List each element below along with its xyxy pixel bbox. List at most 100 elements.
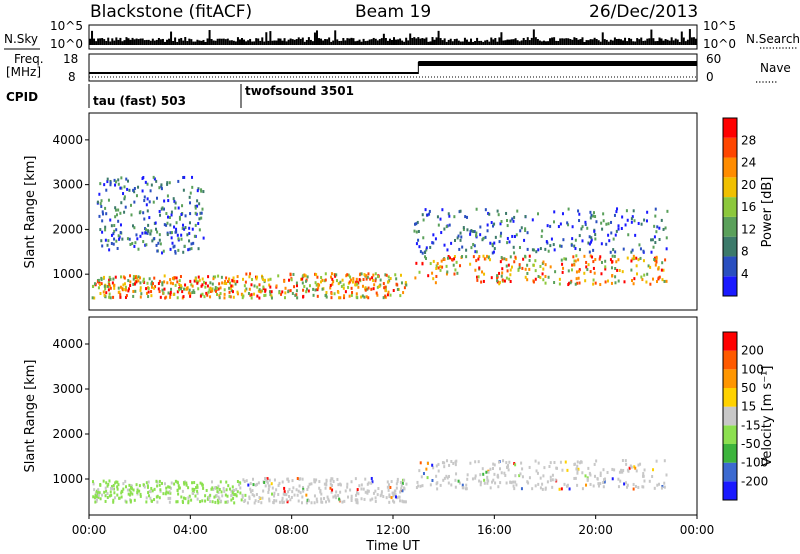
colorbar-tick-label: 24 [741, 156, 756, 170]
echo-cell [173, 244, 176, 248]
echo-cell [378, 284, 381, 288]
echo-cell [546, 224, 549, 228]
echo-cell [498, 240, 501, 244]
echo-cell [93, 296, 96, 300]
echo-cell [293, 285, 296, 289]
echo-cell [570, 268, 573, 272]
colorbar-tick-label: 12 [741, 222, 756, 236]
echo-cell [330, 292, 333, 296]
echo-cell [218, 294, 221, 298]
echo-cell [541, 482, 544, 486]
noise-bar [338, 40, 341, 45]
echo-cell [440, 259, 443, 263]
echo-cell [154, 285, 157, 289]
echo-cell [156, 494, 159, 498]
echo-cell [131, 487, 134, 491]
echo-cell [147, 286, 150, 290]
echo-cell [236, 490, 239, 494]
noise-bar [595, 39, 598, 45]
echo-cell [236, 290, 239, 294]
echo-cell [486, 475, 489, 479]
echo-cell [173, 199, 176, 203]
echo-cell [160, 187, 163, 191]
noise-bar [147, 39, 150, 45]
echo-cell [207, 275, 210, 279]
echo-cell [335, 496, 338, 500]
echo-cell [210, 487, 213, 491]
echo-cell [245, 287, 248, 291]
echo-cell [291, 291, 294, 295]
echo-cell [211, 282, 214, 286]
noise-trace [89, 29, 697, 45]
noise-bar [626, 41, 629, 45]
echo-cell [316, 275, 319, 279]
echo-cell [632, 482, 635, 486]
echo-cell [198, 278, 201, 282]
noise-bar [149, 40, 152, 45]
noise-bar [686, 39, 689, 45]
echo-cell [509, 280, 512, 284]
echo-cell [576, 469, 579, 473]
echo-cell [260, 501, 263, 505]
echo-cell [236, 292, 239, 296]
echo-cell [484, 257, 487, 261]
echo-cell [594, 215, 597, 219]
echo-cell [621, 470, 624, 474]
echo-cell [374, 489, 377, 493]
echo-cell [118, 496, 121, 500]
echo-cell [474, 268, 477, 272]
echo-cell [96, 492, 99, 496]
noise-bar [253, 41, 256, 45]
echo-cell [394, 489, 397, 493]
echo-cell [201, 292, 204, 296]
echo-cell [253, 292, 256, 296]
echo-cell [363, 273, 366, 277]
echo-cell [405, 482, 408, 486]
echo-cell [300, 501, 303, 505]
echo-cell [134, 289, 137, 293]
echo-cell [372, 287, 375, 291]
noise-bar [607, 41, 610, 45]
echo-cell [187, 291, 190, 295]
echo-cell [181, 499, 184, 503]
echo-cell [180, 495, 183, 499]
echo-cell [158, 186, 161, 190]
echo-cell [506, 219, 509, 223]
echo-cell [127, 289, 130, 293]
echo-cell [599, 283, 602, 287]
echo-cell [418, 469, 421, 473]
noise-bar [397, 39, 400, 45]
noise-bar [326, 39, 329, 45]
echo-cell [355, 500, 358, 504]
echo-cell [439, 268, 442, 272]
echo-cell [384, 273, 387, 277]
echo-cell [561, 468, 564, 472]
noise-bar [328, 37, 331, 45]
echo-cell [204, 285, 207, 289]
noise-bar [228, 40, 231, 45]
echo-cell [492, 478, 495, 482]
noise-bar [476, 37, 479, 45]
echo-cell [223, 296, 226, 300]
echo-cell [139, 234, 142, 238]
echo-cell [182, 295, 185, 299]
echo-cell [610, 266, 613, 270]
echo-cell [630, 217, 633, 221]
noise-bar [129, 39, 132, 45]
echo-cell [204, 281, 207, 285]
echo-cell [523, 238, 526, 242]
echo-cell [653, 258, 656, 262]
echo-cell [461, 255, 464, 259]
echo-cell [602, 219, 605, 223]
echo-cell [419, 484, 422, 488]
echo-cell [452, 461, 455, 465]
noise-bar [672, 40, 675, 45]
echo-cell [212, 487, 215, 491]
echo-cell [248, 287, 251, 291]
echo-cell [270, 290, 273, 294]
echo-cell [120, 491, 123, 495]
echo-cell [493, 222, 496, 226]
echo-cell [586, 268, 589, 272]
echo-cell [424, 250, 427, 254]
